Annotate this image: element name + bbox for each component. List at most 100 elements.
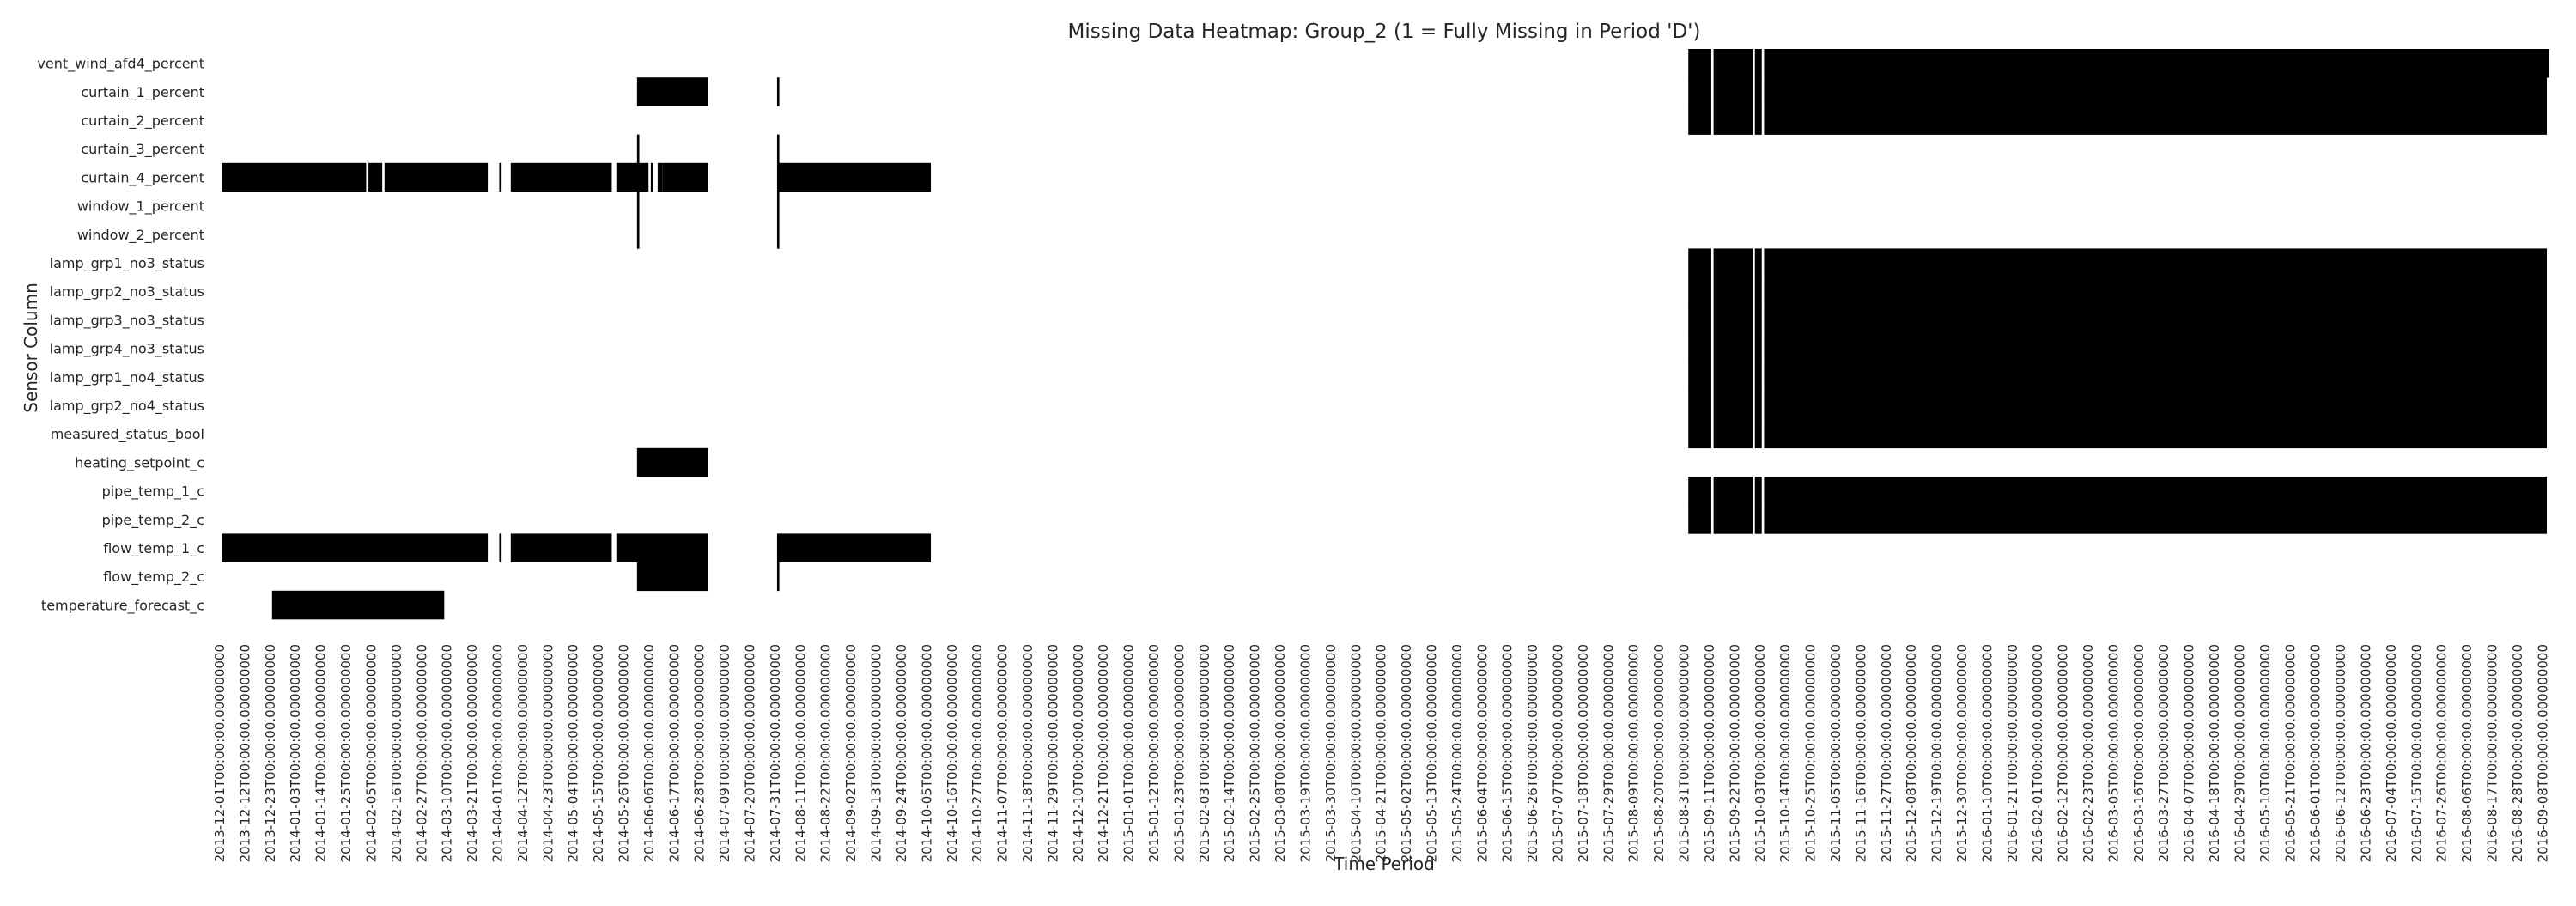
y-tick-label-curtain_1_percent: curtain_1_percent: [81, 84, 204, 101]
x-tick-label-49: 2015-05-24T00:00:00.000000000: [1449, 644, 1465, 862]
x-tick-label-92: 2016-09-08T00:00:00.000000000: [2535, 644, 2550, 862]
x-tick-label-35: 2014-12-21T00:00:00.000000000: [1096, 644, 1111, 862]
x-tick-label-39: 2015-02-03T00:00:00.000000000: [1197, 644, 1212, 862]
missing-block-curtain_4_percent-1: [368, 162, 383, 192]
x-tick-label-18: 2014-06-17T00:00:00.000000000: [666, 644, 682, 862]
x-tick-label-16: 2014-05-26T00:00:00.000000000: [616, 644, 631, 862]
x-tick-label-33: 2014-11-29T00:00:00.000000000: [1045, 644, 1060, 862]
missing-block-flow_temp_1_c-3: [616, 533, 708, 562]
missing-block-lamp_grp2_no4_status-3: [1764, 391, 2547, 420]
missing-block-lamp_grp4_no3_status-0: [1688, 334, 1711, 363]
y-tick-label-lamp_grp3_no3_status: lamp_grp3_no3_status: [50, 312, 204, 329]
missing-block-window_2_percent-1: [776, 220, 780, 249]
missing-block-vent_wind_afd4_percent-1: [1713, 49, 1753, 78]
missing-block-lamp_grp1_no3_status-2: [1754, 248, 1762, 277]
x-tick-label-48: 2015-05-13T00:00:00.000000000: [1424, 644, 1439, 862]
x-tick-label-15: 2014-05-15T00:00:00.000000000: [591, 644, 606, 862]
x-tick-label-21: 2014-07-20T00:00:00.000000000: [743, 644, 758, 862]
x-tick-label-1: 2013-12-12T00:00:00.000000000: [237, 644, 252, 862]
missing-block-lamp_grp3_no3_status-3: [1764, 305, 2547, 335]
missing-block-curtain_4_percent-6: [650, 162, 653, 192]
x-tick-labels: 2013-12-01T00:00:00.000000000 2013-12-12T…: [212, 644, 2550, 862]
x-tick-label-73: 2016-02-12T00:00:00.000000000: [2056, 644, 2071, 862]
missing-block-curtain_4_percent-5: [616, 162, 649, 192]
y-tick-label-curtain_2_percent: curtain_2_percent: [81, 112, 204, 130]
missing-block-curtain_4_percent-4: [510, 162, 612, 192]
chart-title: Missing Data Heatmap: Group_2 (1 = Fully…: [1068, 21, 1701, 43]
missing-block-measured_status_bool-2: [1754, 419, 1762, 449]
missing-block-lamp_grp1_no4_status-1: [1713, 362, 1753, 392]
x-tick-label-12: 2014-04-12T00:00:00.000000000: [515, 644, 531, 862]
x-tick-label-28: 2014-10-05T00:00:00.000000000: [919, 644, 934, 862]
missing-block-vent_wind_afd4_percent-0: [1688, 49, 1711, 78]
x-tick-label-2: 2013-12-23T00:00:00.000000000: [263, 644, 278, 862]
x-tick-label-62: 2015-10-14T00:00:00.000000000: [1777, 644, 1793, 862]
x-tick-label-42: 2015-03-08T00:00:00.000000000: [1273, 644, 1288, 862]
x-tick-label-10: 2014-03-21T00:00:00.000000000: [465, 644, 480, 862]
missing-block-lamp_grp3_no3_status-2: [1754, 305, 1762, 335]
missing-block-pipe_temp_2_c-0: [1688, 505, 1711, 534]
y-tick-label-lamp_grp4_no3_status: lamp_grp4_no3_status: [50, 341, 204, 358]
y-tick-label-pipe_temp_1_c: pipe_temp_1_c: [102, 483, 204, 501]
x-tick-label-90: 2016-08-17T00:00:00.000000000: [2485, 644, 2500, 862]
x-tick-label-69: 2015-12-30T00:00:00.000000000: [1954, 644, 1970, 862]
y-tick-label-window_1_percent: window_1_percent: [77, 198, 204, 216]
x-tick-label-25: 2014-09-02T00:00:00.000000000: [843, 644, 859, 862]
y-tick-label-heating_setpoint_c: heating_setpoint_c: [75, 454, 204, 471]
missing-block-measured_status_bool-0: [1688, 419, 1711, 449]
y-tick-label-lamp_grp2_no4_status: lamp_grp2_no4_status: [50, 398, 204, 415]
x-tick-label-4: 2014-01-14T00:00:00.000000000: [313, 644, 329, 862]
x-tick-label-26: 2014-09-13T00:00:00.000000000: [869, 644, 884, 862]
x-tick-label-85: 2016-06-23T00:00:00.000000000: [2358, 644, 2373, 862]
x-tick-label-76: 2016-03-16T00:00:00.000000000: [2131, 644, 2147, 862]
x-tick-label-8: 2014-02-27T00:00:00.000000000: [414, 644, 429, 862]
heatmap-cells: [222, 49, 2549, 620]
missing-block-lamp_grp2_no3_status-1: [1713, 277, 1753, 307]
missing-block-temperature_forecast_c-0: [271, 590, 445, 620]
missing-block-curtain_1_percent-5: [1764, 77, 2547, 106]
x-tick-label-81: 2016-05-10T00:00:00.000000000: [2257, 644, 2273, 862]
x-tick-label-34: 2014-12-10T00:00:00.000000000: [1071, 644, 1086, 862]
missing-block-vent_wind_afd4_percent-3: [1764, 49, 2549, 78]
x-tick-label-66: 2015-11-27T00:00:00.000000000: [1879, 644, 1894, 862]
x-tick-label-38: 2015-01-23T00:00:00.000000000: [1171, 644, 1187, 862]
missing-block-flow_temp_1_c-0: [222, 533, 489, 562]
missing-block-curtain_2_percent-1: [1713, 106, 1753, 135]
x-tick-label-78: 2016-04-07T00:00:00.000000000: [2182, 644, 2197, 862]
x-tick-label-70: 2016-01-10T00:00:00.000000000: [1979, 644, 1995, 862]
x-tick-label-89: 2016-08-06T00:00:00.000000000: [2459, 644, 2475, 862]
missing-block-curtain_1_percent-4: [1754, 77, 1762, 106]
x-tick-label-29: 2014-10-16T00:00:00.000000000: [945, 644, 960, 862]
x-tick-label-50: 2015-06-04T00:00:00.000000000: [1474, 644, 1490, 862]
x-tick-label-58: 2015-08-31T00:00:00.000000000: [1677, 644, 1692, 862]
y-tick-label-flow_temp_2_c: flow_temp_2_c: [103, 569, 204, 586]
y-tick-label-lamp_grp2_no3_status: lamp_grp2_no3_status: [50, 283, 204, 301]
x-tick-label-56: 2015-08-09T00:00:00.000000000: [1626, 644, 1642, 862]
x-tick-label-68: 2015-12-19T00:00:00.000000000: [1929, 644, 1945, 862]
x-tick-label-40: 2015-02-14T00:00:00.000000000: [1222, 644, 1237, 862]
missing-block-pipe_temp_2_c-1: [1713, 505, 1753, 534]
missing-block-pipe_temp_2_c-3: [1764, 505, 2547, 534]
missing-block-flow_temp_2_c-0: [636, 562, 708, 592]
missing-block-curtain_1_percent-1: [776, 77, 780, 106]
missing-block-pipe_temp_1_c-2: [1754, 477, 1762, 506]
missing-block-pipe_temp_1_c-1: [1713, 477, 1753, 506]
missing-block-lamp_grp2_no3_status-2: [1754, 277, 1762, 307]
missing-block-curtain_4_percent-9: [776, 162, 932, 192]
missing-block-pipe_temp_1_c-0: [1688, 477, 1711, 506]
missing-block-measured_status_bool-3: [1764, 419, 2547, 449]
x-tick-label-67: 2015-12-08T00:00:00.000000000: [1904, 644, 1919, 862]
missing-block-lamp_grp2_no4_status-1: [1713, 391, 1753, 420]
missing-block-flow_temp_1_c-4: [776, 533, 932, 562]
x-tick-label-45: 2015-04-10T00:00:00.000000000: [1348, 644, 1364, 862]
y-tick-label-window_2_percent: window_2_percent: [77, 227, 204, 244]
x-tick-label-7: 2014-02-16T00:00:00.000000000: [389, 644, 404, 862]
missing-block-curtain_1_percent-2: [1688, 77, 1711, 106]
y-tick-label-temperature_forecast_c: temperature_forecast_c: [41, 597, 204, 614]
x-tick-label-82: 2016-05-21T00:00:00.000000000: [2282, 644, 2298, 862]
x-tick-label-54: 2015-07-18T00:00:00.000000000: [1576, 644, 1591, 862]
missing-block-lamp_grp1_no3_status-0: [1688, 248, 1711, 277]
missing-block-curtain_2_percent-0: [1688, 106, 1711, 135]
